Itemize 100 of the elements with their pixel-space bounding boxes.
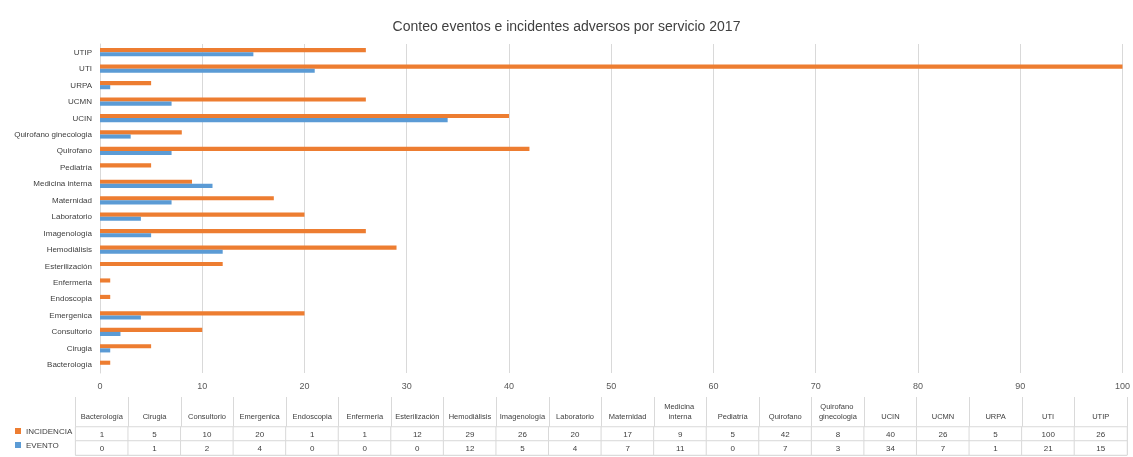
bar bbox=[100, 146, 530, 151]
y-tick-label: Imagenología bbox=[43, 228, 93, 238]
data-label: 8 bbox=[835, 429, 841, 439]
y-tick-label: URPA bbox=[70, 80, 93, 90]
bar bbox=[100, 229, 366, 234]
data-label: 0 bbox=[309, 443, 315, 453]
x-tick-label: 0 bbox=[97, 380, 103, 391]
data-label: 1 bbox=[99, 429, 105, 439]
y-tick-label: Pediatría bbox=[59, 162, 93, 172]
data-label: 1 bbox=[152, 443, 158, 453]
y-tick-label: Cirugia bbox=[66, 343, 93, 353]
data-label: 0 bbox=[99, 443, 105, 453]
data-label: 26 bbox=[938, 429, 949, 439]
bar bbox=[100, 233, 152, 238]
bar bbox=[100, 278, 111, 283]
x-tick-label: 80 bbox=[912, 380, 923, 391]
data-label: 7 bbox=[940, 443, 946, 453]
bar bbox=[100, 344, 152, 349]
bar bbox=[100, 134, 131, 139]
bar bbox=[100, 331, 121, 336]
y-tick-label: Enfermeria bbox=[52, 278, 93, 288]
data-label: 26 bbox=[1096, 429, 1106, 439]
y-tick-label: Emergenica bbox=[49, 310, 93, 320]
bar bbox=[100, 101, 172, 106]
y-tick-label: Esterilización bbox=[44, 261, 92, 271]
data-label: 21 bbox=[1043, 443, 1054, 453]
bar bbox=[100, 245, 397, 250]
y-tick-label: Maternidad bbox=[51, 195, 92, 205]
legend-label: INCIDENCIA bbox=[26, 426, 73, 436]
data-label: 5 bbox=[993, 429, 999, 439]
data-label: 0 bbox=[362, 443, 368, 453]
bar bbox=[100, 97, 366, 102]
data-label: 1 bbox=[309, 429, 315, 439]
bar bbox=[100, 179, 193, 184]
data-label: 40 bbox=[885, 429, 896, 439]
y-tick-label: Laboratorio bbox=[51, 212, 93, 222]
bar bbox=[100, 200, 172, 205]
y-tick-label: UTIP bbox=[73, 47, 92, 57]
y-tick-label: Medicina interna bbox=[33, 179, 93, 189]
data-label: 20 bbox=[570, 429, 581, 439]
bar bbox=[100, 81, 152, 86]
bar bbox=[100, 113, 509, 119]
x-tick-label: 10 bbox=[197, 380, 208, 391]
x-tick-label: 60 bbox=[708, 380, 719, 391]
bar bbox=[100, 150, 172, 156]
data-label: 7 bbox=[783, 443, 789, 453]
y-tick-label: Consultorio bbox=[51, 327, 93, 337]
data-label: 34 bbox=[885, 443, 896, 453]
data-label: 4 bbox=[257, 443, 263, 453]
bar bbox=[100, 183, 213, 188]
data-label: 5 bbox=[730, 429, 736, 439]
data-label: 10 bbox=[202, 429, 213, 439]
bar bbox=[100, 64, 1123, 69]
y-tick-label: Bacterología bbox=[47, 360, 93, 370]
bar bbox=[100, 212, 305, 217]
data-label: 5 bbox=[520, 443, 526, 453]
x-tick-label: 20 bbox=[299, 380, 310, 391]
data-label: 26 bbox=[518, 429, 528, 439]
y-tick-label: UCMN bbox=[68, 97, 93, 107]
data-label: 4 bbox=[572, 443, 578, 453]
bar bbox=[100, 85, 111, 90]
x-tick-label: 100 bbox=[1114, 380, 1131, 391]
bar bbox=[100, 130, 182, 135]
data-label: 3 bbox=[835, 443, 841, 453]
legend-label: EVENTO bbox=[26, 440, 59, 450]
data-label: 42 bbox=[780, 429, 791, 439]
x-tick-label: 70 bbox=[810, 380, 821, 391]
data-label: 29 bbox=[465, 429, 475, 439]
bar bbox=[100, 52, 254, 57]
bar bbox=[100, 315, 141, 320]
y-tick-label: Endoscopia bbox=[50, 294, 93, 304]
data-label: 12 bbox=[465, 443, 475, 453]
data-label: 7 bbox=[625, 443, 631, 453]
bar bbox=[100, 261, 223, 267]
data-label: 11 bbox=[676, 443, 685, 453]
bar bbox=[100, 327, 203, 332]
x-tick-label: 50 bbox=[606, 380, 617, 391]
x-tick-label: 90 bbox=[1015, 380, 1026, 391]
y-tick-label: UCIN bbox=[72, 113, 93, 123]
data-label: 9 bbox=[677, 429, 683, 439]
data-label: 2 bbox=[204, 443, 210, 453]
bar bbox=[100, 196, 274, 201]
data-label: 20 bbox=[255, 429, 265, 439]
data-label: 15 bbox=[1096, 443, 1106, 453]
bar bbox=[100, 216, 141, 221]
data-label: 1 bbox=[362, 429, 368, 439]
y-tick-label: Hemodiálisis bbox=[46, 245, 92, 255]
bar bbox=[100, 118, 448, 123]
data-label: 100 bbox=[1041, 429, 1056, 439]
data-label: 0 bbox=[415, 443, 421, 453]
bar bbox=[100, 294, 111, 299]
y-tick-label: Quirofano bbox=[56, 146, 93, 156]
bar bbox=[100, 48, 366, 53]
bar bbox=[100, 360, 111, 365]
bar bbox=[100, 68, 315, 73]
bar bbox=[100, 163, 152, 168]
chart-title: Conteo eventos e incidentes adversos por servicio 2017 bbox=[392, 18, 741, 34]
data-label: 1 bbox=[993, 443, 999, 453]
bar bbox=[100, 311, 305, 316]
x-tick-label: 40 bbox=[503, 380, 514, 391]
